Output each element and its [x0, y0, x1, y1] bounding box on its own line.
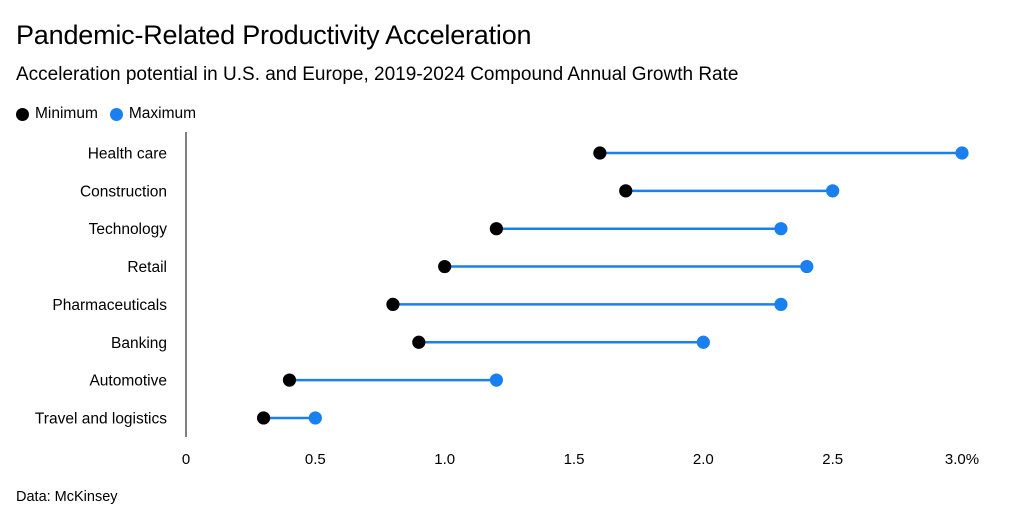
chart-subtitle: Acceleration potential in U.S. and Europ…: [16, 64, 739, 85]
legend-minimum-dot-icon: [16, 107, 29, 121]
maximum-dot: [800, 259, 814, 274]
minimum-dot: [438, 259, 452, 274]
source-note: Data: McKinsey: [16, 489, 118, 505]
category-label: Construction: [80, 183, 167, 200]
maximum-dot: [774, 222, 788, 236]
x-tick-label: 0.5: [305, 451, 326, 468]
category-label: Health care: [88, 146, 167, 163]
minimum-dot: [282, 373, 297, 387]
minimum-dot: [386, 297, 400, 311]
legend-maximum-dot-icon: [109, 107, 123, 121]
category-label: Travel and logistics: [35, 410, 167, 427]
legend-item-maximum: Maximum: [109, 105, 197, 123]
maximum-dot: [308, 411, 322, 425]
chart-title: Pandemic-Related Productivity Accelerati…: [16, 20, 532, 50]
category-label: Automotive: [89, 373, 167, 390]
chart-legend: Minimum Maximum: [16, 105, 208, 123]
category-label: Retail: [127, 259, 167, 276]
minimum-dot: [593, 146, 607, 160]
minimum-dot: [619, 184, 633, 198]
maximum-dot: [826, 184, 840, 198]
maximum-dot: [955, 146, 969, 160]
legend-minimum-label: Minimum: [35, 105, 98, 122]
minimum-dot: [257, 411, 271, 425]
x-tick-label: 2.5: [822, 451, 843, 468]
x-tick-label: 1.0: [434, 451, 455, 468]
minimum-dot: [489, 222, 503, 236]
category-label: Banking: [111, 335, 167, 352]
x-tick-label: 1.5: [564, 451, 585, 468]
x-tick-label: 3.0%: [945, 451, 979, 468]
category-label: Pharmaceuticals: [52, 297, 167, 314]
maximum-dot: [696, 335, 710, 349]
legend-item-minimum: Minimum: [16, 105, 98, 123]
maximum-dot: [489, 373, 503, 387]
minimum-dot: [412, 335, 426, 349]
x-tick-label: 0: [182, 451, 190, 468]
legend-maximum-label: Maximum: [128, 105, 197, 122]
category-label: Technology: [89, 221, 168, 238]
x-tick-label: 2.0: [693, 451, 714, 468]
maximum-dot: [774, 297, 788, 311]
